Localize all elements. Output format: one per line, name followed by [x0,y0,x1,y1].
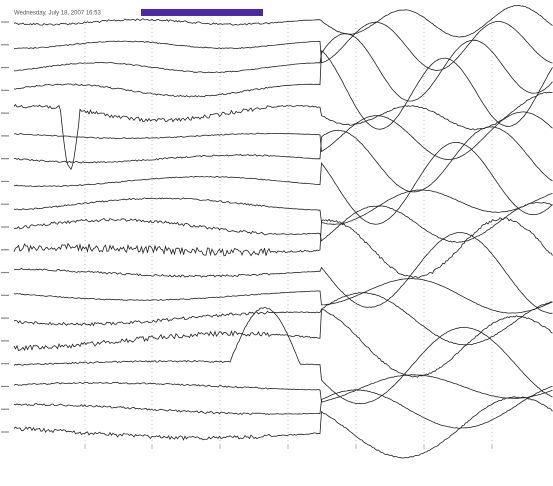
eeg-trace [13,91,553,171]
eeg-trace [13,309,553,378]
eeg-trace [13,111,553,160]
header-title: Wednesday, July 18, 2007 16:53 [14,11,102,17]
eeg-trace [13,232,553,314]
eeg-trace [13,386,553,429]
eeg-trace [13,306,553,405]
eeg-trace [13,292,553,346]
channel-labels [1,21,9,433]
eeg-trace [13,189,553,225]
eeg-trace [13,5,553,38]
eeg-trace [13,33,553,102]
eeg-trace [14,126,553,193]
eeg-trace [13,217,553,279]
eeg-trace [13,142,553,225]
eeg-trace [13,49,553,130]
eeg-trace [13,278,553,314]
selection-highlight [141,9,263,16]
eeg-trace [13,374,553,403]
eeg-trace [14,21,553,71]
eeg-trace [13,201,553,243]
traces [13,5,553,459]
eeg-trace [13,396,553,459]
